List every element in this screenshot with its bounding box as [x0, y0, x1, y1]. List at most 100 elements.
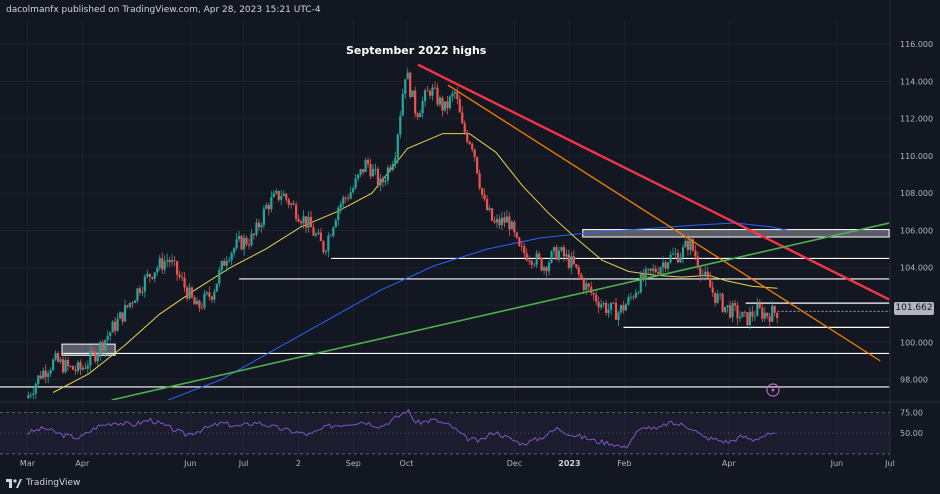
candle-body — [322, 241, 325, 253]
candle-body — [533, 264, 536, 266]
candle-body — [79, 362, 82, 370]
candle-body — [54, 353, 57, 360]
candle-body — [528, 260, 531, 262]
candle-body — [290, 203, 293, 205]
candle-body — [94, 352, 97, 362]
candle-body — [642, 273, 645, 280]
candle-body — [272, 193, 275, 198]
candle-body — [441, 97, 444, 111]
candle-body — [711, 287, 714, 293]
candle-body — [555, 247, 558, 260]
candle-body — [624, 304, 628, 311]
candle-body — [218, 270, 221, 284]
candle-body — [324, 251, 327, 253]
candle-body — [619, 305, 623, 313]
candle-body — [257, 222, 261, 228]
candle-body — [463, 123, 466, 133]
candle-body — [337, 207, 340, 221]
candle-body — [540, 257, 543, 271]
candle-body — [210, 296, 213, 300]
candle-body — [637, 292, 640, 294]
candle-body — [29, 395, 32, 396]
candle-body — [282, 193, 285, 197]
candle-body — [190, 287, 194, 298]
candle-body — [639, 273, 642, 293]
candle-body — [557, 250, 561, 260]
candle-body — [771, 306, 774, 322]
candle-body — [515, 232, 518, 238]
candle-body — [572, 256, 575, 265]
y-tick-label: 116.000 — [900, 40, 933, 49]
candle-body — [580, 274, 583, 279]
x-tick-label: Jul — [238, 459, 249, 468]
candle-body — [758, 303, 761, 308]
candle-body — [158, 258, 161, 269]
candle-body — [128, 302, 132, 307]
candle-body — [220, 261, 223, 271]
candle-body — [461, 112, 464, 124]
candle-body — [240, 236, 243, 250]
candle-body — [386, 167, 389, 181]
candle-body — [143, 276, 146, 292]
candle-body — [753, 315, 756, 317]
candle-body — [736, 305, 739, 319]
candle-body — [632, 296, 635, 298]
candle-body — [277, 190, 280, 200]
candle-body — [364, 159, 367, 173]
candle-body — [228, 260, 231, 262]
moving-average-short — [52, 133, 778, 393]
candle-body — [671, 253, 675, 255]
candle-body — [676, 253, 680, 263]
candle-body — [198, 300, 201, 308]
tradingview-brand[interactable]: TradingView — [6, 478, 80, 488]
candle-body — [518, 237, 521, 247]
candle-body — [185, 287, 189, 299]
y-tick-label: 112.000 — [900, 115, 933, 124]
candle-body — [421, 101, 424, 114]
candle-body — [550, 251, 553, 263]
candle-body — [582, 278, 585, 290]
candle-body — [59, 359, 62, 362]
candle-body — [265, 205, 268, 209]
candle-body — [565, 254, 568, 257]
candle-body — [200, 307, 204, 309]
candle-body — [627, 297, 630, 305]
candle-body — [433, 87, 437, 89]
candle-body — [451, 93, 454, 97]
x-tick-label: Feb — [617, 459, 631, 468]
candle-body — [562, 247, 566, 257]
candle-body — [552, 247, 556, 252]
candle-body — [230, 252, 233, 261]
chart-annotation-title: September 2022 highs — [346, 44, 487, 57]
candle-body — [701, 274, 704, 276]
candle-body — [32, 393, 35, 396]
candle-body — [295, 204, 298, 219]
candle-body — [180, 276, 184, 278]
candle-body — [327, 235, 330, 252]
candle-body — [161, 258, 164, 270]
candle-body — [357, 174, 360, 179]
x-tick-label: Dec — [507, 459, 522, 468]
candle-body — [118, 312, 122, 319]
candle-body — [126, 305, 129, 307]
candle-body — [96, 354, 99, 362]
candle-body — [696, 256, 699, 268]
brand-label: TradingView — [26, 478, 81, 488]
candle-body — [138, 288, 142, 293]
candle-body — [89, 351, 92, 366]
candle-body — [361, 169, 365, 173]
candle-body — [302, 216, 305, 224]
candle-body — [577, 267, 580, 275]
candle-body — [664, 262, 667, 269]
candle-body — [657, 272, 660, 274]
candle-body — [768, 316, 771, 322]
resistance-zone — [61, 343, 116, 356]
candle-body — [746, 312, 749, 325]
candle-body — [106, 336, 109, 340]
y-tick-label: 104.000 — [900, 264, 933, 273]
candle-body — [379, 178, 382, 186]
candle-body — [773, 306, 776, 313]
candle-body — [453, 92, 456, 94]
candle-body — [42, 370, 45, 379]
